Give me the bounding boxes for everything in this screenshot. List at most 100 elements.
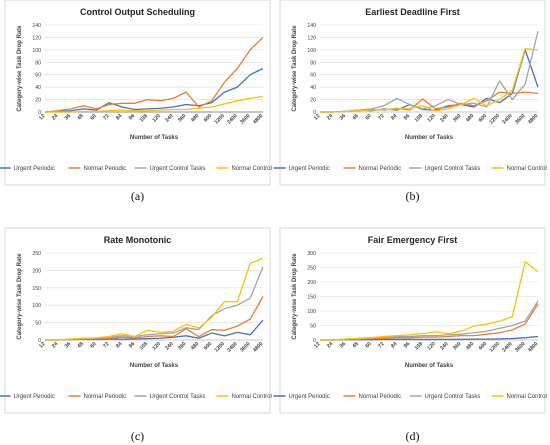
legend-entry-normal-control: Normal Control (232, 166, 272, 172)
x-tick-label: 360 (177, 113, 187, 123)
y-tick-label: 140 (307, 23, 316, 29)
chart-border (4, 227, 271, 414)
y-tick-label: 60 (35, 73, 41, 79)
x-tick-label: 360 (452, 113, 462, 123)
x-tick-label: 120 (426, 113, 436, 123)
series-line-normal-periodic (44, 36, 264, 113)
x-tick-label: 108 (139, 341, 149, 351)
y-tick-label: 100 (307, 309, 316, 315)
series-line-normal-control (45, 95, 264, 113)
x-tick-label: 96 (128, 113, 136, 121)
x-tick-label: 108 (139, 113, 149, 123)
x-tick-label: 12 (38, 113, 46, 121)
x-tick-label: 120 (151, 341, 161, 351)
y-tick-label: 250 (307, 266, 316, 272)
x-tick-label: 480 (190, 113, 200, 123)
y-tick-label: 200 (32, 268, 41, 274)
y-tick-label: 0 (38, 110, 41, 116)
legend-entry-urgent-periodic: Urgent Periodic (289, 166, 330, 172)
legend-entry-urgent-periodic: Urgent Periodic (289, 394, 330, 400)
y-axis-label: Category-wise Task Drop Rate (292, 253, 298, 340)
x-tick-label: 240 (439, 113, 449, 123)
panel-caption: (a) (131, 189, 144, 203)
panel-b-earliest-deadline-first: Earliest Deadline First 0 20 40 60 80 100 120 14… (273, 0, 547, 186)
x-axis-label: Number of Tasks (130, 363, 179, 369)
panel-caption: (b) (406, 189, 420, 203)
x-tick-label: 480 (190, 341, 200, 351)
y-tick-label: 20 (310, 98, 316, 104)
x-axis-label: Number of Tasks (405, 363, 454, 369)
x-tick-label: 72 (377, 341, 385, 349)
x-tick-label: 60 (89, 113, 97, 121)
x-tick-label: 24 (326, 113, 334, 121)
x-tick-label: 96 (403, 341, 411, 349)
panel-d-fair-emergency-first: Fair Emergency First 0 50 100 150 200 250 300 12… (273, 227, 547, 414)
x-tick-label: 96 (128, 341, 136, 349)
y-tick-label: 50 (35, 321, 41, 327)
x-tick-label: 72 (377, 113, 385, 121)
chart-title: Rate Monotonic (104, 235, 172, 245)
chart-title: Control Output Scheduling (80, 7, 195, 17)
x-tick-label: 120 (151, 113, 161, 123)
legend-entry-urgent-periodic: Urgent Periodic (14, 166, 55, 172)
x-tick-label: 48 (77, 341, 85, 349)
chart-title: Earliest Deadline First (365, 7, 460, 17)
x-axis-label: Number of Tasks (405, 135, 454, 141)
y-tick-label: 40 (35, 85, 41, 91)
x-tick-label: 12 (38, 341, 46, 349)
x-tick-label: 108 (414, 341, 424, 351)
y-tick-label: 100 (307, 48, 316, 54)
legend-entry-normal-control: Normal Control (507, 394, 547, 400)
panel-caption: (d) (406, 429, 420, 443)
chart-border (279, 227, 546, 414)
series-line-urgent-periodic (44, 67, 264, 113)
panel-c-rate-monotonic: Rate Monotonic 0 50 100 150 200 250 12 24 36 48 60 7… (0, 227, 272, 414)
legend-entry-urgent-control-tasks: Urgent Control Tasks (425, 166, 481, 172)
x-tick-label: 60 (89, 341, 97, 349)
y-tick-label: 20 (35, 98, 41, 104)
panel-caption: (c) (131, 429, 144, 443)
x-tick-label: 36 (64, 113, 72, 121)
x-tick-label: 24 (326, 341, 334, 349)
y-axis-label: Category-wise Task Drop Rate (292, 25, 298, 112)
chart-border (4, 0, 271, 186)
y-tick-label: 40 (310, 85, 316, 91)
y-tick-label: 120 (307, 35, 316, 41)
y-tick-label: 120 (32, 35, 41, 41)
x-tick-label: 12 (313, 113, 321, 121)
series-line-normal-control (320, 47, 539, 113)
x-axis-label: Number of Tasks (130, 135, 179, 141)
x-tick-label: 36 (64, 341, 72, 349)
x-tick-label: 12 (313, 341, 321, 349)
x-tick-label: 480 (465, 341, 475, 351)
x-tick-label: 96 (403, 113, 411, 121)
y-tick-label: 50 (310, 324, 316, 330)
legend-entry-urgent-control-tasks: Urgent Control Tasks (150, 166, 206, 172)
x-tick-label: 72 (102, 341, 110, 349)
x-tick-label: 60 (364, 113, 372, 121)
series-line-normal-control (320, 261, 539, 341)
x-tick-label: 240 (164, 113, 174, 123)
legend-entry-normal-control: Normal Control (507, 166, 547, 172)
x-tick-label: 36 (339, 113, 347, 121)
legend-entry-urgent-control-tasks: Urgent Control Tasks (150, 394, 206, 400)
series-line-normal-control (45, 257, 264, 341)
y-tick-label: 150 (32, 286, 41, 292)
y-tick-label: 60 (310, 73, 316, 79)
legend-entry-normal-control: Normal Control (232, 394, 272, 400)
x-tick-label: 240 (164, 341, 174, 351)
legend-entry-normal-periodic: Normal Periodic (359, 394, 402, 400)
legend-entry-urgent-periodic: Urgent Periodic (14, 394, 55, 400)
y-tick-label: 100 (32, 303, 41, 309)
x-tick-label: 240 (439, 341, 449, 351)
y-axis-label: Category-wise Task Drop Rate (17, 25, 23, 112)
x-tick-label: 24 (51, 113, 59, 121)
x-tick-label: 84 (115, 113, 123, 121)
legend-entry-normal-periodic: Normal Periodic (84, 166, 127, 172)
x-tick-label: 360 (177, 341, 187, 351)
x-tick-label: 72 (102, 113, 110, 121)
y-tick-label: 0 (313, 110, 316, 116)
x-tick-label: 84 (115, 341, 123, 349)
y-tick-label: 200 (307, 280, 316, 286)
